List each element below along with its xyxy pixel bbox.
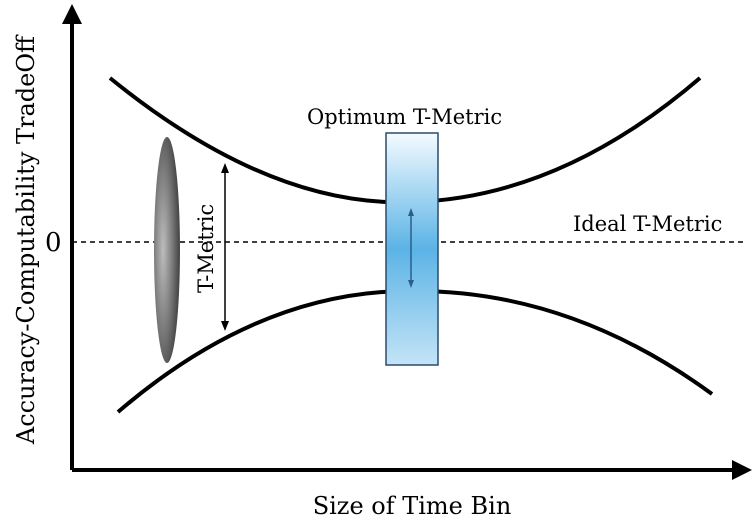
- optimum-band: [385, 132, 439, 366]
- x-axis-label: Size of Time Bin: [313, 492, 512, 520]
- x-axis-arrowhead: [732, 460, 752, 480]
- y-axis-label: Accuracy-Computability TradeOff: [12, 34, 40, 445]
- y-axis-arrowhead: [62, 4, 82, 24]
- ideal-t-metric-label: Ideal T-Metric: [573, 212, 722, 236]
- variance-ellipse: [154, 137, 180, 363]
- optimum-t-metric-label: Optimum T-Metric: [307, 105, 502, 129]
- t-metric-label: T-Metric: [194, 204, 218, 293]
- zero-tick-label: 0: [45, 228, 62, 258]
